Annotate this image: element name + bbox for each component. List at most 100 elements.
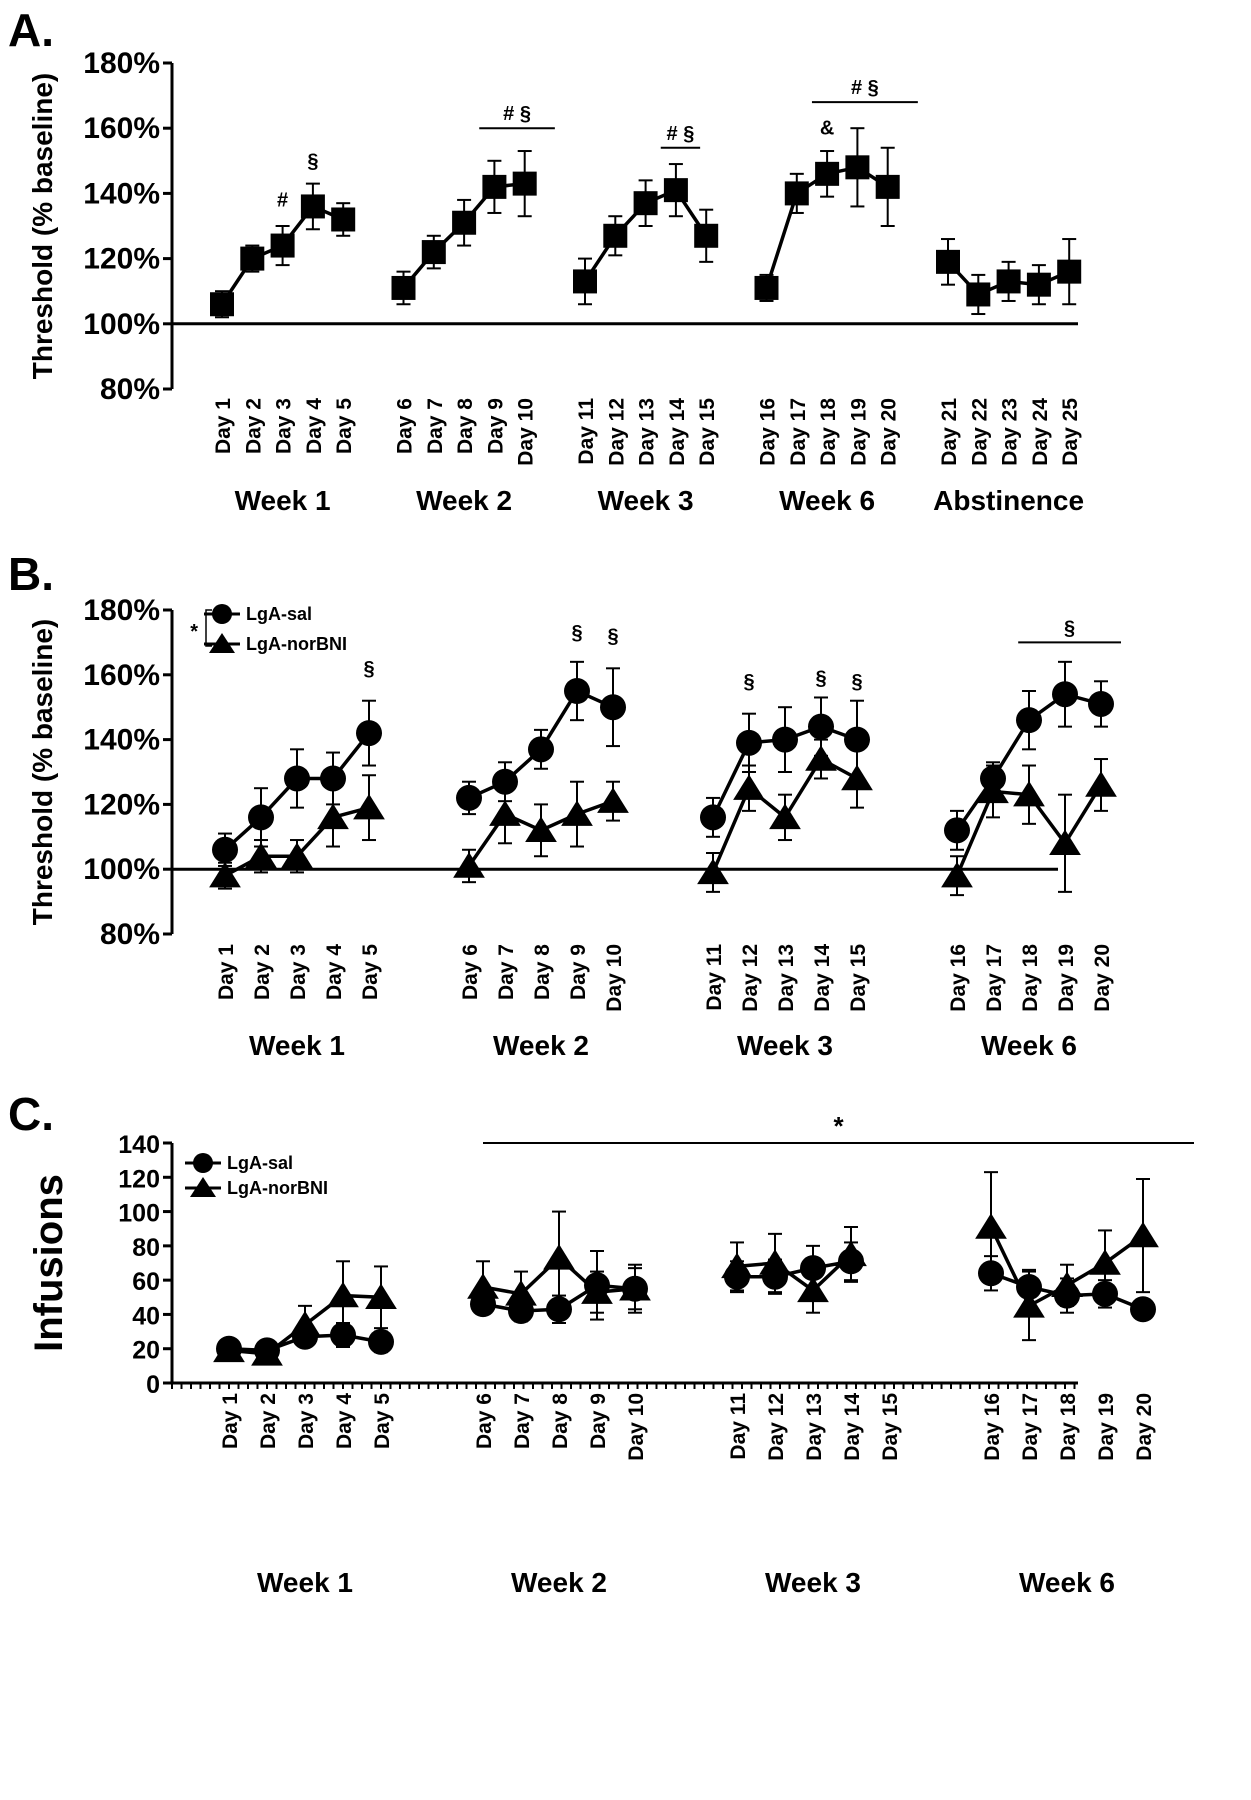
x-tick-label: Day 24 [1029,398,1052,466]
data-point-circle [736,729,762,756]
y-tick-label: 180% [83,594,160,627]
data-point-triangle [209,861,241,888]
x-tick-label: Day 20 [1091,944,1114,1012]
data-point-triangle [1127,1221,1159,1248]
data-point-square [240,246,265,271]
significance-bracket-label: § [1064,617,1075,639]
x-tick-label: Day 4 [333,1393,356,1449]
data-point-circle [212,836,238,863]
panel-c: C. 0 20 40 60 80 100 120 140 Infusions Day 1 Day 2 D… [8,1088,1194,1598]
x-tick-label: Day 10 [515,398,538,466]
data-point-triangle [281,842,313,868]
panel-a: A. 80% 100% 120% 140% 160% 180% Threshold (% ba… [8,4,1084,516]
x-tick-label: Day 16 [981,1393,1004,1461]
y-axis-title: Threshold (% baseline) [27,619,58,926]
series-lga-sal [216,1241,1156,1364]
x-tick-label: Day 12 [605,398,628,466]
group-label: Week 2 [493,1030,589,1061]
x-tick-label: Day 7 [511,1393,534,1449]
group-label: Week 3 [737,1030,833,1061]
data-point-square [421,240,446,265]
data-point-circle [492,768,518,795]
group-label: Week 3 [598,485,694,516]
significance-mark: § [815,668,826,690]
data-point-square [1057,259,1082,284]
data-point-square [784,181,809,206]
x-tick-label: Day 15 [696,398,719,466]
x-tick-label: Day 12 [765,1393,788,1461]
x-tick-label: Day 4 [323,944,346,1000]
x-tick-label: Day 16 [947,944,970,1012]
data-point-circle [772,726,798,753]
data-point-triangle [1013,780,1045,807]
x-tick-label: Day 2 [257,1393,280,1449]
y-tick-label: 100% [83,308,160,341]
y-tick-label: 40 [132,1302,160,1330]
group-label: Week 2 [511,1567,607,1598]
data-point-triangle [561,800,593,826]
legend-marker-circle [212,604,232,624]
series-threshold [210,127,1082,319]
y-tick-label: 60 [132,1268,160,1296]
x-tick-label: Day 6 [394,398,417,454]
data-point-triangle [721,1252,753,1279]
data-point-triangle [975,1213,1007,1239]
legend-label: LgA-sal [227,1153,293,1173]
data-point-triangle [733,774,765,800]
data-point-circle [320,765,346,792]
x-tick-label: Day 1 [215,944,238,1000]
data-point-square [815,161,840,186]
group-label: Week 6 [1019,1567,1115,1598]
data-point-circle [1052,681,1078,708]
data-point-square [452,210,477,235]
data-point-square [754,275,779,300]
data-point-square [936,249,960,274]
y-tick-label: 100% [83,853,160,886]
data-point-square [966,282,991,307]
y-tick-label: 180% [83,47,160,80]
y-tick-label: 20 [132,1337,160,1365]
data-point-triangle [769,803,801,830]
data-point-triangle [453,852,485,878]
x-tick-label: Day 11 [575,398,598,465]
data-point-circle [1130,1296,1156,1323]
data-point-triangle [581,1278,613,1304]
data-point-square [300,194,325,219]
x-tick-label: Day 19 [1055,944,1078,1012]
legend-bracket [205,609,212,647]
data-point-square [996,269,1021,294]
y-tick-label: 80% [100,918,160,951]
significance-mark: # [277,189,288,211]
y-tick-label: 140% [83,177,160,210]
significance-mark: § [851,671,862,693]
x-tick-label: Day 15 [879,1393,902,1461]
data-point-triangle [525,816,557,843]
data-point-triangle [213,1336,245,1363]
x-tick-label: Day 18 [1019,944,1042,1012]
data-point-triangle [805,745,837,771]
data-point-square [512,171,537,196]
data-point-triangle [835,1240,867,1267]
x-tick-label: Day 13 [636,398,659,466]
data-point-circle [944,817,970,844]
x-tick-label: Day 6 [459,944,482,1000]
x-tick-label: Day 20 [878,398,901,466]
panel-letter: B. [8,548,54,600]
group-label: Week 1 [257,1567,353,1598]
data-point-triangle [619,1274,651,1301]
significance-mark: § [571,622,582,644]
data-point-circle [456,784,482,811]
significance-mark: § [743,671,754,693]
y-tick-label: 100 [118,1200,160,1228]
data-point-circle [1016,707,1042,734]
x-tick-label: Day 9 [484,398,507,454]
x-tick-label: Day 17 [787,398,810,466]
data-point-circle [600,694,626,721]
x-tick-label: Day 18 [817,398,840,466]
x-tick-label: Day 9 [587,1393,610,1449]
data-point-circle [1088,690,1114,717]
data-point-triangle [697,858,729,885]
data-point-square [603,223,628,248]
group-label: Week 1 [249,1030,345,1061]
